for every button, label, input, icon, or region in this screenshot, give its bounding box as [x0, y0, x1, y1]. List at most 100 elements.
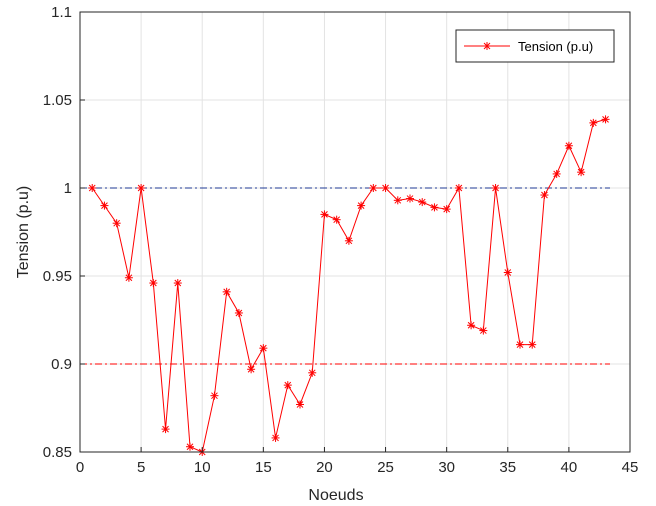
x-ticks: 0 5 10 15 20 25 30 35 40 45	[76, 447, 639, 476]
x-tick-label: 20	[316, 459, 333, 476]
marker-stroke	[259, 344, 267, 352]
x-tick-label: 25	[377, 459, 394, 476]
y-tick-label: 0.85	[43, 444, 72, 461]
data-point	[577, 168, 586, 177]
data-point	[516, 340, 524, 349]
y-tick-label: 1.05	[43, 92, 72, 109]
marker-stroke	[467, 321, 475, 329]
data-point	[503, 268, 512, 277]
x-tick-label: 15	[255, 459, 272, 476]
marker-stroke	[333, 216, 341, 224]
marker-stroke	[272, 434, 279, 442]
y-ticks: 0.85 0.9 0.95 1 1.05 1.1	[43, 4, 85, 461]
data-point	[234, 308, 243, 317]
marker-stroke	[174, 279, 182, 287]
marker-stroke	[308, 369, 316, 377]
data-point	[369, 184, 378, 192]
marker-stroke	[357, 202, 365, 209]
marker-stroke	[247, 365, 255, 373]
marker-stroke	[492, 184, 499, 192]
data-point	[430, 203, 439, 212]
data-point	[540, 191, 549, 200]
marker-stroke	[125, 274, 133, 282]
legend: Tension (p.u)	[455, 29, 615, 63]
marker-stroke	[406, 195, 414, 202]
legend-asterisk	[483, 42, 491, 50]
marker-stroke	[284, 381, 292, 389]
y-tick-label: 1	[64, 180, 72, 197]
marker-stroke	[565, 142, 573, 150]
data-point	[564, 141, 573, 150]
data-point	[296, 400, 304, 409]
data-point	[332, 215, 341, 224]
marker-stroke	[345, 237, 353, 245]
marker-stroke	[186, 443, 194, 451]
data-point	[393, 196, 402, 205]
legend-label: Tension (p.u)	[518, 39, 593, 54]
data-point	[454, 184, 463, 192]
data-point	[100, 201, 109, 210]
marker-stroke	[88, 184, 96, 192]
data-point	[137, 184, 146, 192]
y-tick-label: 0.95	[43, 268, 72, 285]
x-tick-label: 10	[194, 459, 211, 476]
marker-stroke	[541, 191, 548, 199]
x-tick-label: 30	[438, 459, 455, 476]
marker-stroke	[101, 202, 108, 209]
data-point	[528, 340, 537, 349]
marker-stroke	[223, 288, 231, 296]
data-point	[149, 279, 158, 288]
data-point	[406, 194, 414, 203]
data-point	[259, 344, 268, 353]
data-point	[88, 184, 97, 192]
data-point	[124, 273, 133, 282]
plot-area	[80, 12, 630, 452]
marker-stroke	[589, 119, 597, 127]
data-point	[320, 210, 329, 219]
marker-stroke	[443, 205, 451, 213]
data-point	[601, 115, 610, 124]
marker-stroke	[211, 392, 218, 400]
data-point	[589, 118, 598, 127]
data-point	[271, 433, 280, 442]
data-point	[479, 326, 488, 335]
x-tick-label: 5	[137, 459, 145, 476]
marker-stroke	[455, 184, 463, 192]
marker-stroke	[479, 327, 487, 334]
data-point	[418, 198, 427, 207]
marker-stroke	[418, 198, 426, 206]
data-point	[381, 184, 390, 192]
marker-stroke	[113, 219, 121, 227]
marker-stroke	[235, 309, 243, 317]
marker-stroke	[577, 168, 585, 176]
data-point	[283, 381, 292, 390]
plot-frame	[79, 11, 631, 453]
x-tick-label: 0	[76, 459, 84, 476]
marker-stroke	[431, 204, 438, 211]
y-tick-label: 1.1	[51, 4, 72, 21]
marker-stroke	[553, 170, 561, 178]
marker-stroke	[602, 116, 609, 123]
data-point	[308, 368, 317, 377]
x-tick-label: 35	[499, 459, 516, 476]
data-point	[222, 287, 231, 296]
marker-stroke	[504, 269, 512, 276]
y-axis-label: Tension (p.u)	[15, 186, 32, 279]
data-point	[491, 184, 500, 192]
data-point	[467, 321, 476, 330]
marker-stroke	[162, 425, 169, 433]
marker-stroke	[137, 184, 145, 192]
marker-stroke	[296, 401, 304, 408]
data-point	[442, 205, 451, 214]
marker-stroke	[516, 341, 524, 348]
data-point	[210, 391, 219, 400]
marker-stroke	[483, 42, 491, 50]
marker-stroke	[149, 279, 157, 287]
data-point	[112, 219, 121, 228]
data-series	[88, 115, 610, 456]
data-point	[186, 442, 194, 451]
data-point	[357, 201, 366, 210]
data-point	[344, 236, 353, 245]
x-tick-label: 45	[622, 459, 639, 476]
